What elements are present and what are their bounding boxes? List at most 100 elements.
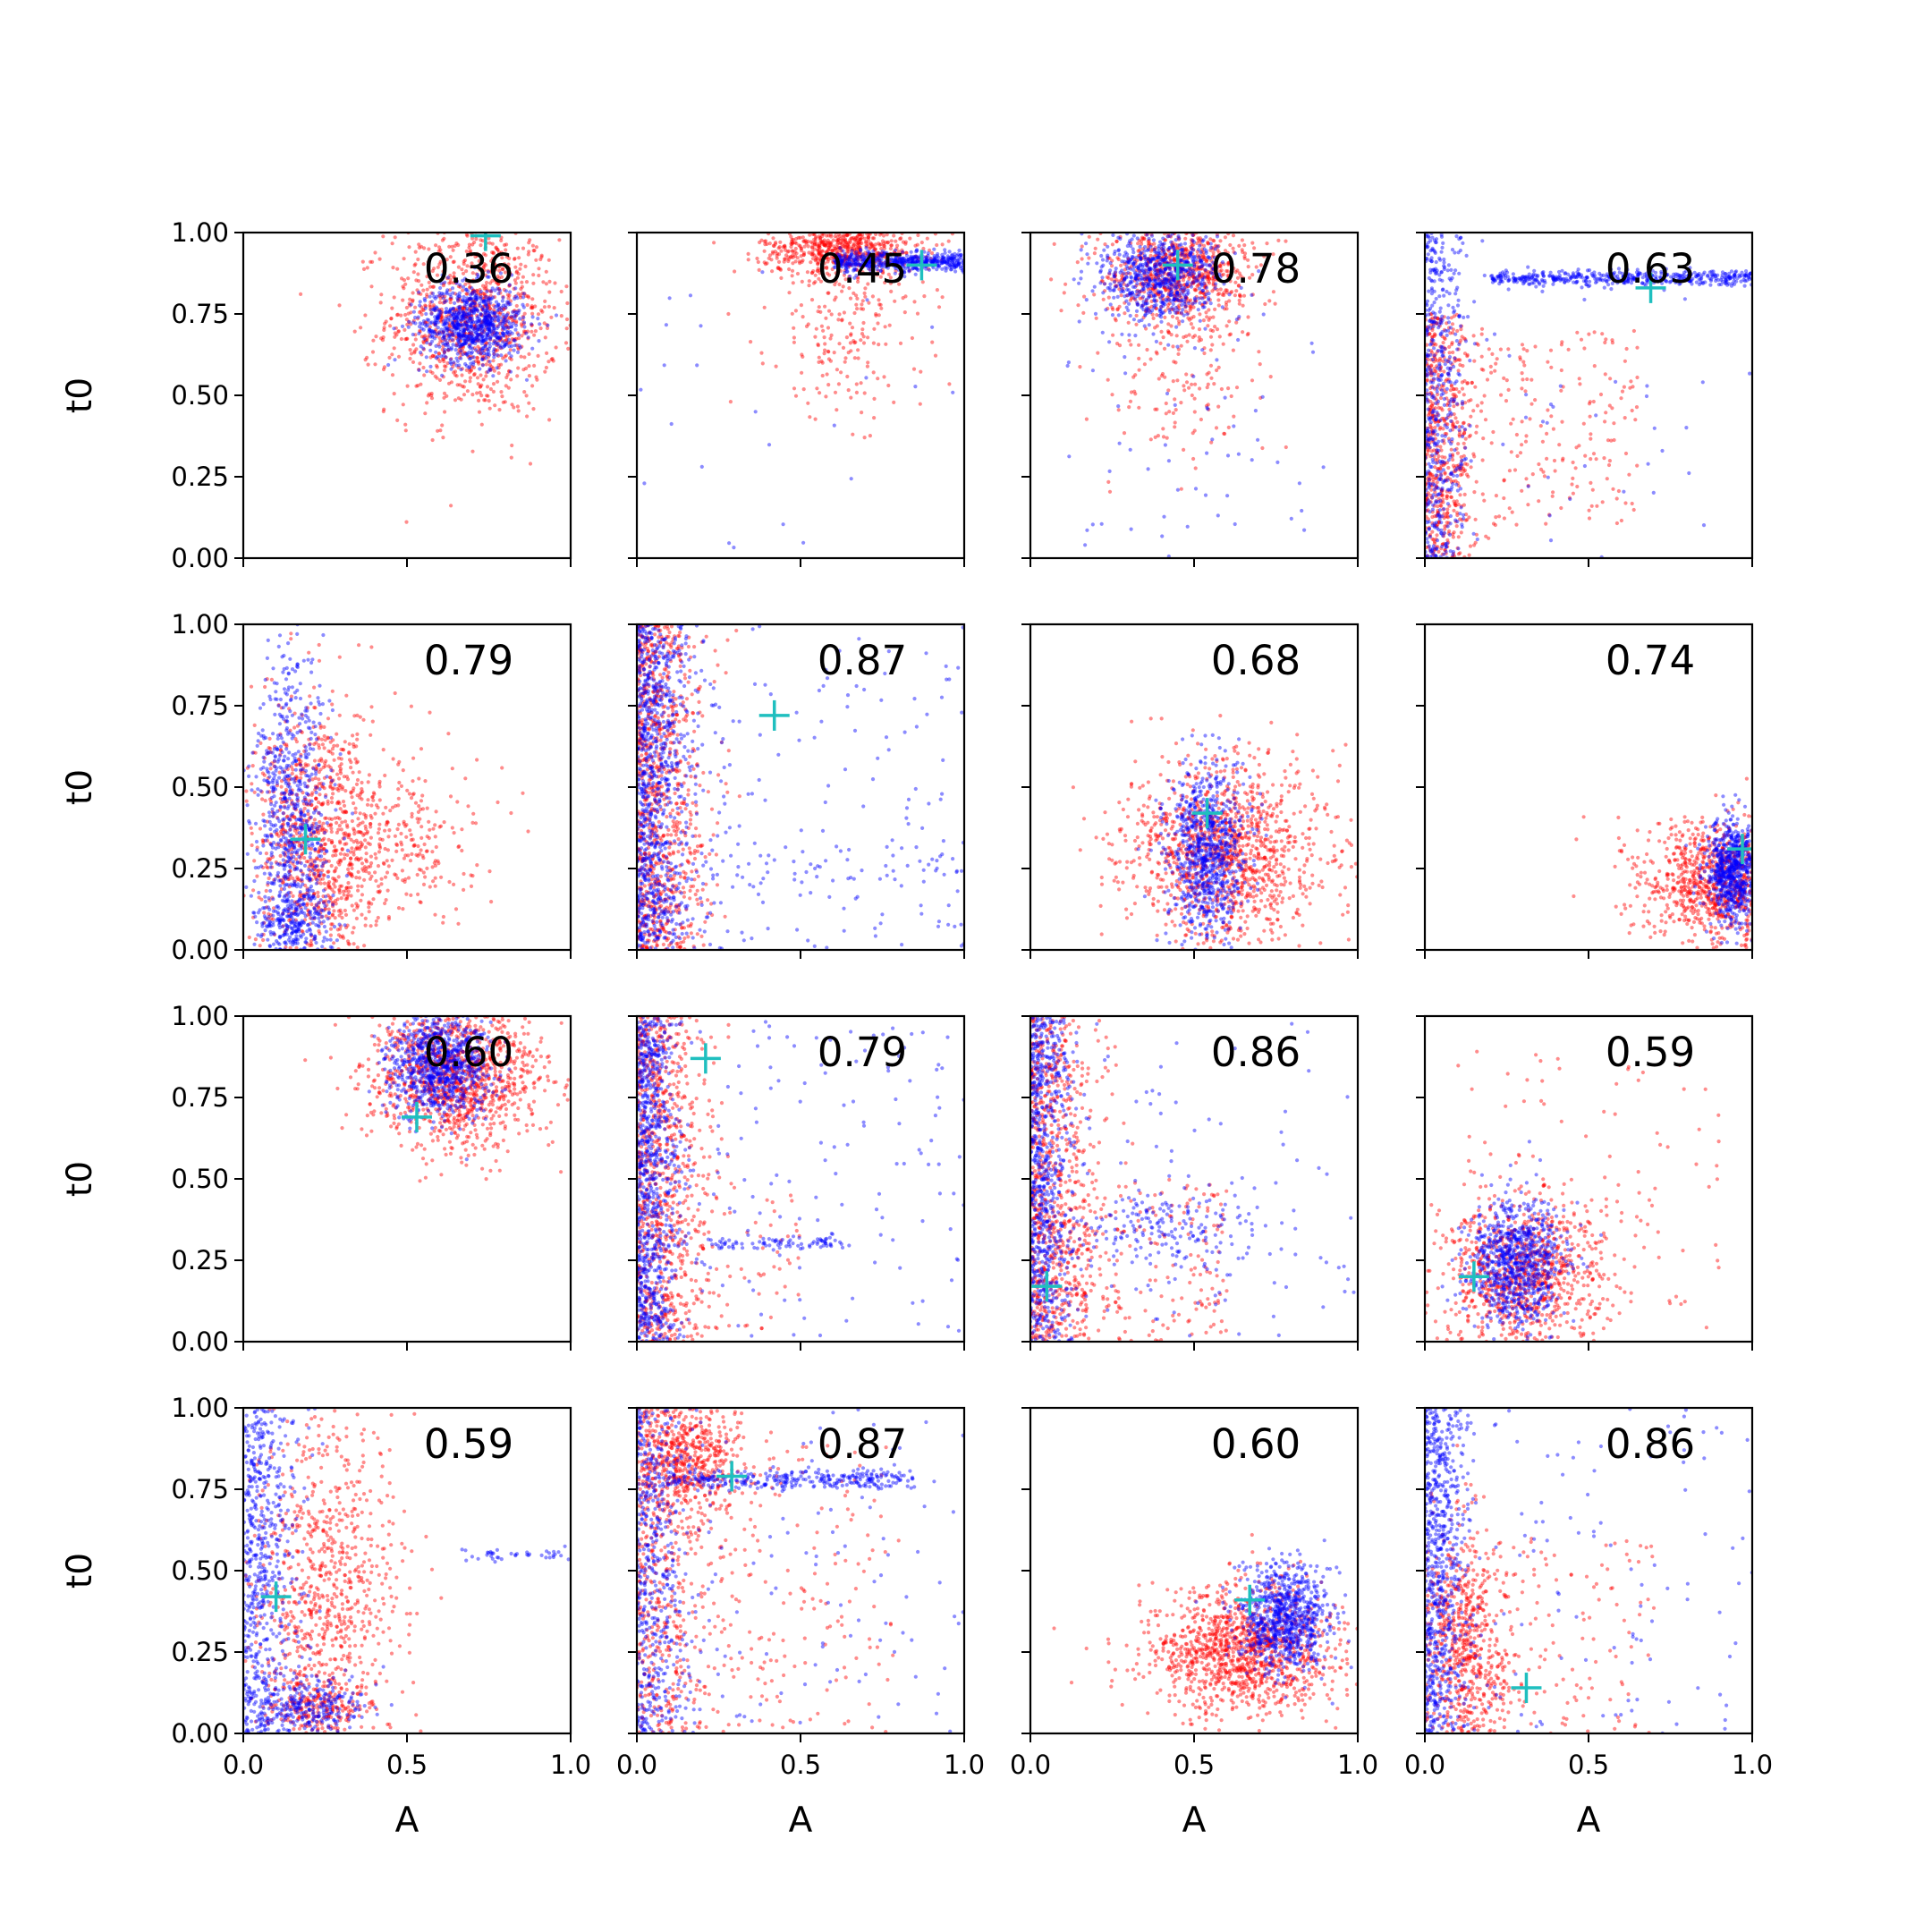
red-point	[497, 312, 503, 317]
red-point	[478, 288, 482, 292]
red-point	[509, 357, 513, 361]
blue-point	[875, 264, 880, 268]
red-point	[1197, 338, 1201, 343]
red-point	[880, 239, 886, 243]
blue-point	[1099, 521, 1104, 526]
red-point	[1147, 257, 1151, 261]
red-point	[455, 383, 460, 387]
red-point	[1146, 261, 1150, 266]
red-point	[1159, 305, 1164, 309]
red-point	[1208, 328, 1213, 333]
blue-point	[909, 250, 913, 254]
red-point	[822, 242, 826, 247]
red-point	[1191, 233, 1196, 238]
red-point	[1224, 303, 1229, 308]
red-point	[813, 273, 818, 277]
blue-point	[882, 252, 886, 257]
blue-point	[468, 343, 472, 348]
red-point	[1224, 288, 1229, 292]
blue-point	[1205, 451, 1209, 455]
red-point	[407, 301, 411, 306]
red-point	[484, 370, 489, 375]
red-point	[830, 267, 835, 272]
blue-point	[1250, 292, 1254, 297]
blue-point	[869, 260, 874, 265]
blue-point	[459, 335, 463, 339]
blue-point	[509, 354, 513, 359]
red-point	[480, 320, 485, 325]
blue-point	[491, 374, 496, 378]
red-point	[1182, 388, 1187, 393]
red-point	[728, 400, 733, 404]
red-point	[831, 260, 835, 265]
blue-point	[480, 305, 485, 309]
blue-point	[900, 260, 904, 265]
red-point	[881, 233, 886, 238]
red-point	[857, 233, 862, 237]
red-point	[453, 316, 457, 320]
red-point	[477, 264, 481, 268]
red-point	[498, 336, 503, 341]
red-point	[482, 268, 487, 273]
blue-point	[1253, 409, 1258, 413]
blue-point	[461, 284, 466, 289]
blue-point	[467, 334, 471, 338]
blue-point	[936, 259, 940, 264]
red-point	[438, 316, 443, 320]
blue-point	[447, 334, 452, 338]
red-point	[774, 364, 778, 369]
red-point	[793, 246, 798, 251]
blue-point	[1128, 258, 1132, 263]
red-point	[813, 258, 818, 263]
red-point	[443, 350, 447, 354]
blue-point	[860, 258, 864, 264]
red-point	[1144, 300, 1148, 304]
red-point	[373, 362, 377, 367]
red-point	[504, 337, 509, 343]
red-point	[523, 329, 528, 334]
blue-point	[929, 259, 934, 264]
red-point	[363, 358, 368, 362]
blue-point	[781, 522, 785, 527]
red-point	[470, 331, 474, 335]
red-point	[935, 288, 939, 292]
red-point	[810, 245, 815, 250]
red-point	[1229, 394, 1233, 399]
blue-point	[933, 258, 937, 263]
red-point	[1182, 447, 1186, 452]
red-point	[833, 390, 838, 394]
red-point	[1148, 269, 1153, 274]
blue-point	[448, 357, 453, 362]
red-point	[1148, 242, 1152, 246]
red-point	[1202, 257, 1207, 261]
blue-point	[848, 274, 852, 279]
blue-point	[869, 264, 874, 268]
blue-point	[1130, 255, 1134, 259]
red-point	[440, 318, 445, 322]
red-point	[840, 318, 844, 323]
red-point	[465, 292, 470, 296]
red-point	[858, 242, 862, 246]
blue-point	[501, 303, 505, 308]
red-point	[468, 379, 472, 384]
red-point	[478, 346, 482, 351]
blue-point	[501, 312, 505, 317]
blue-point	[481, 338, 486, 343]
red-point	[547, 418, 552, 422]
blue-point	[1131, 292, 1136, 297]
blue-point	[869, 258, 874, 263]
red-point	[530, 311, 535, 316]
red-point	[1480, 458, 1485, 462]
red-point	[1059, 309, 1063, 313]
red-point	[854, 239, 859, 243]
blue-point	[510, 325, 514, 329]
blue-point	[458, 283, 462, 287]
red-point	[1147, 306, 1151, 310]
blue-point	[1128, 313, 1132, 318]
red-point	[1194, 299, 1199, 303]
blue-point	[843, 267, 849, 271]
blue-point	[1108, 282, 1113, 286]
blue-point	[1185, 259, 1190, 265]
red-point	[854, 382, 859, 386]
blue-point	[1161, 252, 1165, 257]
